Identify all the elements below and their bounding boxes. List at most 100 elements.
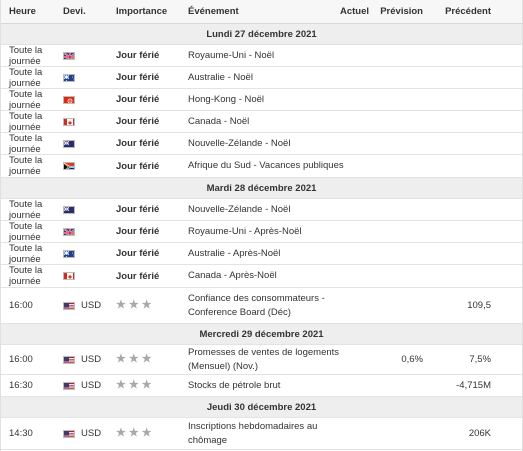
- table-row[interactable]: Toute la journée Jour férié Canada - Apr…: [1, 265, 522, 288]
- event-cell[interactable]: Promesses de ventes de logements (Mensue…: [188, 346, 340, 372]
- importance-cell: ★ ★ ★: [116, 288, 186, 323]
- table-row[interactable]: Toute la journée Jour férié Royaume-Uni …: [1, 221, 522, 243]
- event-cell[interactable]: Stocks de pétrole brut: [188, 379, 281, 391]
- table-row[interactable]: Toute la journée Jour férié Australie - …: [1, 67, 522, 89]
- table-row[interactable]: 16:00 USD ★ ★ ★ Confiance des consommateur…: [1, 288, 522, 324]
- event-cell[interactable]: Nouvelle-Zélande - Noël: [188, 203, 291, 215]
- day-header: Mercredi 29 décembre 2021: [1, 324, 522, 345]
- previous-cell: 206K: [468, 428, 491, 439]
- forecast-cell: 0,6%: [401, 354, 423, 365]
- table-row[interactable]: Toute la journée Jour férié Royaume-Uni …: [1, 45, 522, 67]
- event-cell[interactable]: Royaume-Uni - Noël: [188, 49, 275, 61]
- currency-cell: [63, 67, 113, 88]
- time-cell: Toute la journée: [9, 132, 43, 155]
- importance-cell: Jour férié: [116, 72, 160, 83]
- usa-flag-icon: [63, 429, 75, 438]
- time-cell: Toute la journée: [9, 110, 43, 133]
- currency-cell: [63, 199, 113, 220]
- importance-cell: ★ ★ ★: [116, 418, 186, 449]
- currency-cell: USD: [63, 345, 113, 374]
- day-header: Mardi 28 décembre 2021: [1, 178, 522, 199]
- header-actual[interactable]: Actuel: [339, 6, 369, 17]
- time-cell: 16:00: [9, 300, 33, 311]
- importance-cell: Jour férié: [116, 116, 160, 127]
- table-row[interactable]: 16:00 USD ★ ★ ★ Promesses de ventes de log…: [1, 345, 522, 375]
- canada-flag-icon: [63, 272, 75, 280]
- table-row[interactable]: Toute la journée Jour férié Australie - …: [1, 243, 522, 265]
- header-previous[interactable]: Précédent: [445, 6, 491, 17]
- importance-stars: ★ ★ ★: [116, 300, 152, 311]
- currency-code: USD: [81, 380, 102, 391]
- currency-cell: [63, 89, 113, 110]
- uk-flag-icon: [63, 51, 75, 60]
- star-icon: ★: [141, 299, 152, 311]
- currency-cell: USD: [63, 288, 113, 323]
- australia-flag-icon: [63, 249, 75, 258]
- new-zealand-flag-icon: [63, 139, 75, 148]
- currency-cell: [63, 155, 113, 177]
- star-icon: ★: [141, 427, 152, 439]
- event-cell[interactable]: Australie - Après-Noël: [188, 247, 281, 259]
- uk-flag-icon: [63, 227, 75, 236]
- event-cell[interactable]: Hong-Kong - Noël: [188, 93, 265, 105]
- previous-cell: -4,715M: [456, 380, 491, 391]
- header-forecast[interactable]: Prévision: [380, 6, 423, 17]
- table-row[interactable]: Toute la journée Jour férié Nouvelle-Zél…: [1, 133, 522, 155]
- previous-cell: 109,5: [467, 300, 491, 311]
- event-cell[interactable]: Inscriptions hebdomadaires au chômage: [188, 420, 318, 446]
- importance-cell: ★ ★ ★: [116, 345, 186, 374]
- australia-flag-icon: [63, 73, 75, 82]
- event-cell[interactable]: Australie - Noël: [188, 71, 253, 83]
- importance-cell: Jour férié: [116, 138, 160, 149]
- event-cell[interactable]: Canada - Noël: [188, 115, 250, 127]
- header-event[interactable]: Événement: [188, 5, 239, 17]
- currency-cell: [63, 45, 113, 66]
- header-currency[interactable]: Devi.: [63, 6, 86, 17]
- table-row[interactable]: 16:30 USD ★ ★ ★ Stocks de pétrole brut -4,…: [1, 375, 522, 397]
- table-row[interactable]: 14:30 USD ★ ★ ★ Inscriptions hebdomadaires…: [1, 418, 522, 450]
- event-cell[interactable]: Confiance des consommateurs - Conference…: [188, 292, 325, 318]
- time-cell: Toute la journée: [9, 66, 43, 89]
- time-cell: Toute la journée: [9, 220, 43, 243]
- previous-cell: 7,5%: [469, 354, 491, 365]
- time-cell: Toute la journée: [9, 198, 43, 221]
- event-cell[interactable]: Royaume-Uni - Après-Noël: [188, 225, 302, 237]
- south-africa-flag-icon: [63, 162, 75, 170]
- header-time[interactable]: Heure: [9, 6, 36, 17]
- importance-cell: Jour férié: [116, 248, 160, 259]
- day-header: Lundi 27 décembre 2021: [1, 24, 522, 45]
- importance-cell: Jour férié: [116, 94, 160, 105]
- importance-cell: Jour férié: [116, 160, 160, 172]
- importance-stars: ★ ★ ★: [116, 428, 152, 439]
- importance-stars: ★ ★ ★: [116, 354, 152, 365]
- time-cell: Toute la journée: [9, 88, 43, 111]
- canada-flag-icon: [63, 117, 75, 126]
- currency-cell: USD: [63, 418, 113, 449]
- importance-stars: ★ ★ ★: [116, 380, 152, 391]
- event-cell[interactable]: Canada - Après-Noël: [188, 270, 277, 281]
- currency-code: USD: [81, 428, 102, 439]
- time-cell: Toute la journée: [9, 265, 43, 287]
- event-cell[interactable]: Afrique du Sud - Vacances publiques: [188, 160, 344, 171]
- currency-cell: [63, 111, 113, 132]
- event-cell[interactable]: Nouvelle-Zélande - Noël: [188, 137, 291, 149]
- time-cell: 16:30: [9, 380, 33, 391]
- importance-cell: Jour férié: [116, 50, 160, 61]
- table-header: Heure Devi. Importance Événement Actuel …: [1, 0, 522, 24]
- importance-cell: Jour férié: [116, 270, 160, 282]
- star-icon: ★: [141, 353, 152, 365]
- currency-cell: [63, 221, 113, 242]
- currency-cell: [63, 265, 113, 287]
- star-icon: ★: [116, 299, 126, 311]
- time-cell: Toute la journée: [9, 242, 43, 265]
- star-icon: ★: [128, 353, 139, 365]
- importance-cell: Jour férié: [116, 204, 160, 215]
- star-icon: ★: [128, 379, 139, 391]
- table-row[interactable]: Toute la journée Jour férié Afrique du S…: [1, 155, 522, 178]
- header-importance[interactable]: Importance: [116, 6, 168, 17]
- table-row[interactable]: Toute la journée Jour férié Nouvelle-Zél…: [1, 199, 522, 221]
- table-row[interactable]: Toute la journée Jour férié Hong-Kong - …: [1, 89, 522, 111]
- table-row[interactable]: Toute la journée Jour férié Canada - Noë…: [1, 111, 522, 133]
- hong-kong-flag-icon: [63, 95, 75, 104]
